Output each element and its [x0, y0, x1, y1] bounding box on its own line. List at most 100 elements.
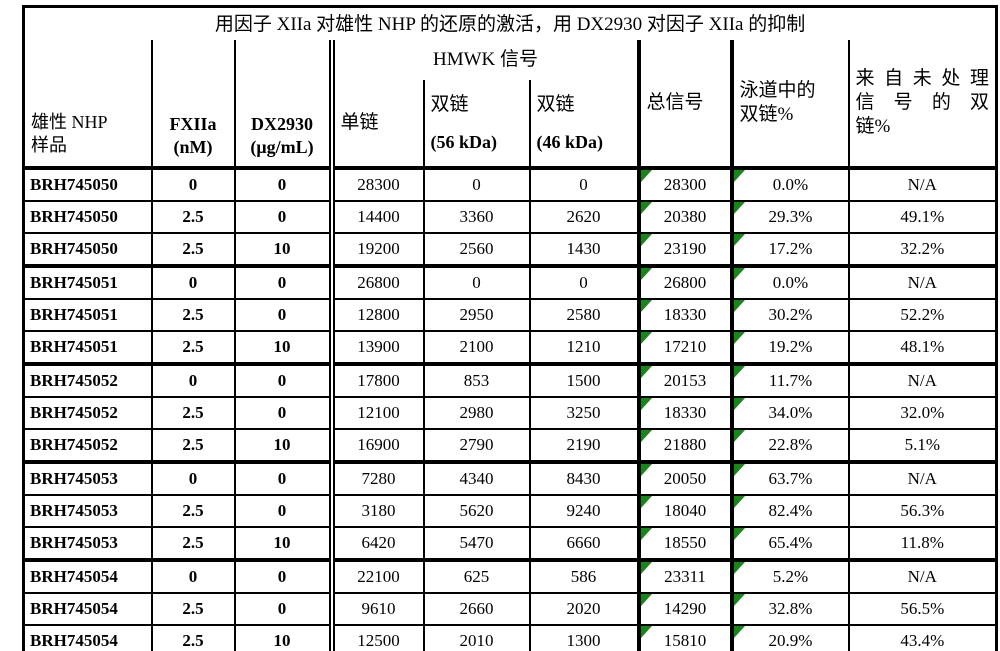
cell-dx2930: 10: [233, 330, 332, 364]
cell-fxiia: 2.5: [150, 428, 235, 462]
comment-flag-icon: [735, 466, 745, 476]
cell-sample: BRH745050: [23, 166, 152, 201]
cell-fxiia: 0: [150, 460, 235, 495]
cell-sample: BRH745053: [23, 460, 152, 495]
table-row: BRH745052 2.5 10 16900 2790 2190 21880 22.8% 5.1…: [23, 428, 997, 462]
cell-single-chain: 26800: [328, 264, 424, 299]
cell-single-chain: 19200: [328, 232, 424, 266]
cell-double-56: 853: [422, 362, 530, 397]
cell-value: BRH745052: [30, 403, 118, 423]
cell-total: 23311: [636, 558, 732, 593]
cell-dx2930: 0: [233, 298, 332, 331]
cell-fxiia: 0: [150, 362, 235, 397]
cell-sample: BRH745054: [23, 558, 152, 593]
cell-total: 20380: [636, 200, 732, 233]
comment-flag-icon: [642, 399, 652, 410]
comment-flag-icon: [642, 466, 652, 476]
cell-value: BRH745054: [30, 567, 118, 587]
cell-value: 8430: [566, 469, 601, 489]
col-header-sample-line1: 雄性 NHP: [31, 112, 108, 132]
cell-value: 2.5: [182, 533, 204, 553]
cell-lane-pct: 22.8%: [729, 428, 849, 462]
cell-value: 16900: [357, 435, 400, 455]
cell-single-chain: 9610: [328, 592, 424, 625]
cell-value: 17210: [663, 337, 707, 357]
cell-fxiia: 0: [150, 264, 235, 299]
cell-single-chain: 14400: [328, 200, 424, 233]
table-body: BRH745050 0 0 28300 0 0 28300 0.0% N/A BRH745050 2…: [23, 166, 997, 651]
cell-value: BRH745052: [30, 435, 118, 455]
cell-value: 5470: [459, 533, 494, 553]
table-row: BRH745054 2.5 10 12500 2010 1300 15810 20.9% 43.…: [23, 624, 997, 651]
cell-sample: BRH745053: [23, 526, 152, 560]
cell-untreated-pct: N/A: [847, 264, 997, 299]
cell-value: 32.8%: [768, 599, 813, 619]
cell-dx2930: 10: [233, 428, 332, 462]
cell-double-46: 1210: [528, 330, 639, 364]
cell-value: 2020: [566, 599, 601, 619]
cell-value: 0: [188, 371, 198, 391]
cell-value: 3250: [566, 403, 601, 423]
cell-fxiia: 2.5: [150, 298, 235, 331]
cell-lane-pct: 30.2%: [729, 298, 849, 331]
cell-value: 26800: [663, 273, 707, 293]
cell-lane-pct: 20.9%: [729, 624, 849, 651]
cell-dx2930: 0: [233, 494, 332, 527]
cell-total: 20153: [636, 362, 732, 397]
cell-value: 7280: [361, 469, 396, 489]
cell-value: 49.1%: [900, 207, 945, 227]
col-header-single-chain: 单链: [328, 80, 424, 168]
cell-single-chain: 28300: [328, 166, 424, 201]
cell-untreated-pct: 11.8%: [847, 526, 997, 560]
cell-value: 0: [277, 273, 287, 293]
cell-double-56: 2660: [422, 592, 530, 625]
cell-value: BRH745054: [30, 599, 118, 619]
comment-flag-icon: [735, 564, 745, 574]
cell-value: 13900: [357, 337, 400, 357]
col-header-lane-line1: 泳道中的: [739, 80, 816, 102]
cell-double-46: 1500: [528, 362, 639, 397]
cell-double-46: 2580: [528, 298, 639, 331]
title-row: 用因子 XIIa 对雄性 NHP 的还原的激活，用 DX2930 对因子 XII…: [24, 7, 997, 41]
cell-value: 19200: [357, 239, 400, 259]
cell-value: 2100: [459, 337, 494, 357]
cell-value: 3360: [459, 207, 494, 227]
cell-single-chain: 16900: [328, 428, 424, 462]
cell-total: 23190: [636, 232, 732, 266]
cell-double-56: 2790: [422, 428, 530, 462]
cell-double-56: 2560: [422, 232, 530, 266]
col-header-untreated-double-pct: 来自未处理 信号的双 链%: [847, 40, 997, 168]
cell-value: 2190: [566, 435, 601, 455]
cell-dx2930: 0: [233, 166, 332, 201]
cell-double-56: 0: [422, 166, 530, 201]
col-header-sample-line2: 样品: [31, 134, 67, 155]
cell-value: 9240: [566, 501, 601, 521]
comment-flag-icon: [735, 595, 745, 606]
cell-value: 0: [188, 567, 198, 587]
cell-value: 2.5: [182, 599, 204, 619]
cell-lane-pct: 29.3%: [729, 200, 849, 233]
cell-untreated-pct: N/A: [847, 362, 997, 397]
comment-flag-icon: [642, 333, 652, 344]
cell-value: 14400: [357, 207, 400, 227]
data-table: 用因子 XIIa 对雄性 NHP 的还原的激活，用 DX2930 对因子 XII…: [22, 5, 999, 651]
cell-value: 82.4%: [768, 501, 813, 521]
cell-dx2930: 10: [233, 624, 332, 651]
cell-value: 52.2%: [900, 305, 945, 325]
cell-untreated-pct: 5.1%: [847, 428, 997, 462]
cell-value: 10: [273, 533, 291, 553]
cell-double-46: 2020: [528, 592, 639, 625]
comment-flag-icon: [735, 270, 745, 280]
cell-value: 2.5: [182, 435, 204, 455]
cell-value: 586: [570, 567, 597, 587]
cell-untreated-pct: 52.2%: [847, 298, 997, 331]
cell-value: 17800: [357, 371, 400, 391]
cell-value: 1500: [566, 371, 601, 391]
cell-lane-pct: 63.7%: [729, 460, 849, 495]
cell-value: 0: [472, 175, 481, 195]
cell-value: 63.7%: [768, 469, 813, 489]
cell-value: 10: [273, 631, 291, 651]
cell-value: BRH745050: [30, 175, 118, 195]
table-row: BRH745050 0 0 28300 0 0 28300 0.0% N/A: [23, 166, 997, 201]
cell-value: 65.4%: [768, 533, 813, 553]
